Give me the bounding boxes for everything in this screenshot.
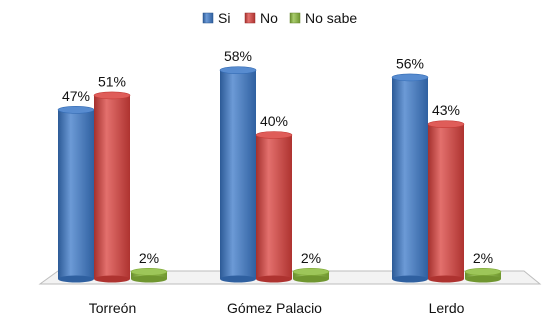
legend-item: No (244, 10, 278, 26)
value-label: 2% (301, 250, 321, 266)
legend-label: No sabe (305, 10, 357, 26)
bar-no-2 (427, 120, 465, 283)
bar-no-sabe-0 (130, 267, 168, 283)
legend: Si No No sabe (202, 10, 357, 26)
bar-si-1 (219, 66, 257, 283)
bar-si-2 (391, 73, 429, 283)
category-labels: Torreón Gómez Palacio Lerdo (89, 300, 465, 316)
bars (57, 66, 502, 283)
value-label: 2% (473, 250, 493, 266)
value-label: 56% (396, 55, 424, 71)
value-label: 40% (260, 113, 288, 129)
legend-item: Si (202, 10, 230, 26)
value-label: 43% (432, 102, 460, 118)
legend-label: No (260, 10, 278, 26)
legend-swatch (289, 12, 301, 24)
value-label: 47% (62, 88, 90, 104)
bar-no-sabe-1 (292, 267, 330, 283)
legend-label: Si (218, 10, 230, 26)
legend-item: No sabe (289, 10, 357, 26)
value-label: 58% (224, 48, 252, 64)
bar-no-0 (93, 91, 131, 283)
value-label: 2% (139, 250, 159, 266)
bar-no-sabe-2 (464, 267, 502, 283)
category-label: Gómez Palacio (227, 300, 322, 316)
category-label: Torreón (89, 300, 136, 316)
bar-no-1 (255, 131, 293, 283)
bar-si-0 (57, 106, 95, 283)
legend-swatch (244, 12, 256, 24)
value-labels: 47% 51% 2% 58% 40% 2% 56% 43% 2% (62, 48, 493, 266)
value-label: 51% (98, 73, 126, 89)
category-label: Lerdo (429, 300, 465, 316)
legend-swatch (202, 12, 214, 24)
